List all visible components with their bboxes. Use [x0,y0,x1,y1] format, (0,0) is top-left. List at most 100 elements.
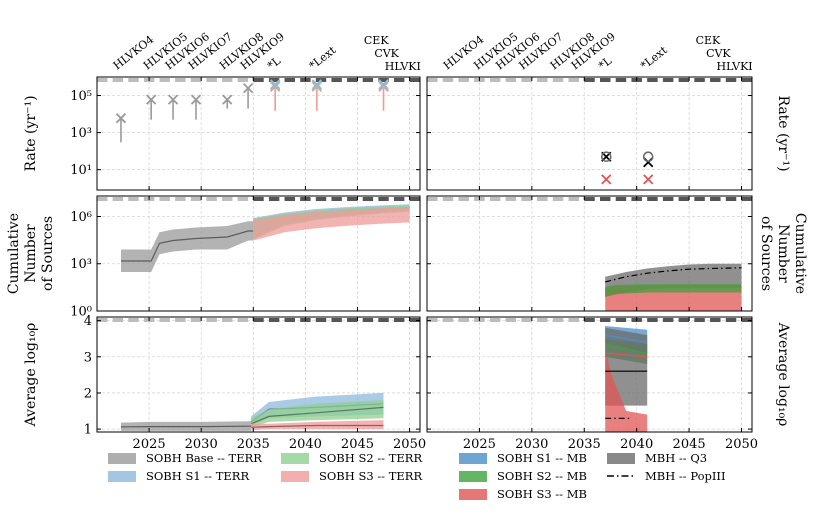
detector-strip-segment [568,197,580,201]
legend-item-s3_terr: SOBH S3 -- TERR [281,469,422,483]
y-axis-title-line: Number [23,224,39,283]
detector-strip-segment [409,318,420,322]
legend-item-base_terr: SOBH Base -- TERR [108,451,262,465]
detector-strip-segment [694,318,705,322]
detector-strip-segment [128,78,139,82]
detector-strip-segment [552,318,564,322]
panel-rate_left: 10¹ 10³ 10⁵ [70,76,421,191]
plot-area [115,79,389,143]
y-tick-label: 10⁰ [70,305,92,320]
y-tick-label: 3 [84,350,92,365]
y-axis-title-right: Average log₁₀ρ [775,322,791,427]
x-tick-label: 2045 [341,437,374,452]
axes-frame [96,316,421,433]
x-tick-label: 2030 [185,437,218,452]
detector-strip-segment [678,318,690,322]
legend-label: SOBH Base -- TERR [146,451,262,465]
detector-strip-segment [458,318,469,322]
marker-base_terr [115,113,127,124]
y-axis-title-line: of Sources [758,216,774,291]
detector-strip-segment [253,78,264,82]
band-mid-base_terr [121,230,254,262]
detector-strip-segment [678,197,690,201]
detector-strip-segment [206,318,217,322]
detector-strip-segment [678,78,690,82]
band-mid-base_terr [120,425,252,428]
marker-s3_mb [601,174,612,185]
detector-strip-segment [442,197,454,201]
detector-strip-segment [175,318,186,322]
detector-strip-segment [489,197,501,201]
detector-strip-segment [393,78,405,82]
detector-strip-segment [284,197,295,201]
y-tick-label: 10³ [70,257,92,272]
detector-strip-segment [647,78,658,82]
panel-rate_right [426,76,753,191]
detector-strip-segment [521,78,532,82]
marker-mbh_q3 [642,151,654,163]
x-tick-label: 2025 [133,437,166,452]
legend-item-s1_terr: SOBH S1 -- TERR [108,469,249,483]
detector-strip-segment [568,318,580,322]
legend-label: SOBH S1 -- TERR [146,469,249,483]
legend-item-s2_mb: SOBH S2 -- MB [459,469,587,483]
legend-item-s1_mb: SOBH S1 -- MB [459,451,587,465]
y-axis-title-left: Cumulative Number of Sources [6,213,56,294]
detector-strip-segment [190,318,202,322]
x-tick-label: 2045 [673,437,706,452]
y-axis-title-line: Average log₁₀ρ [23,323,39,428]
detector-strip-segment [97,78,108,82]
legend-swatch [607,453,635,464]
detector-strip-segment [615,197,627,201]
panel-snr_left: 1 2 3 4 2025 2030 2035 2040 2045 2050 [84,314,426,452]
detector-strip-segment [725,78,737,82]
legend-swatch [459,471,487,482]
detector-strip-segment [662,197,674,201]
band-s2_mb [605,284,742,297]
plot-area [121,204,410,272]
detector-strip-segment [378,318,389,322]
detector-strip-segment [222,318,233,322]
detector-strip-segment [237,197,249,201]
panel-snr_right: 2025 2030 2035 2040 2045 2050 [426,316,758,452]
detector-strip-segment [331,318,342,322]
legend-label: SOBH S3 -- TERR [319,469,422,483]
detector-strip-segment [442,318,454,322]
axes-frame [96,195,421,312]
legend-swatch [281,471,309,482]
y-tick-label: 1 [84,423,92,438]
y-tick-label: 4 [84,314,92,329]
detector-strip-segment [615,318,627,322]
line-mbh_popiii [605,267,742,283]
detector-label: *L [265,54,284,73]
detector-strip-segment [393,318,405,322]
legend-swatch [108,453,136,464]
detector-strip-segment [427,78,438,82]
detector-strip-segment [362,318,374,322]
legend-item-s2_terr: SOBH S2 -- TERR [281,451,422,465]
detector-strip [97,78,420,82]
detector-strip-segment [237,78,249,82]
detector-strip-segment [347,197,358,201]
detector-strip-segment [584,318,595,322]
legend-swatch [281,453,309,464]
legend-label: SOBH S2 -- MB [497,469,587,483]
detector-strip-segment [268,318,280,322]
plot-area [120,392,384,431]
legend-swatch [108,471,136,482]
detector-strip-segment [662,318,674,322]
detector-strip-segment [128,318,139,322]
detector-strip-segment [315,318,327,322]
detector-strip-segment [268,78,280,82]
y-axis-title-line: Number [775,224,791,283]
detector-strip-segment [599,78,611,82]
detector-strip-segment [552,197,564,201]
detector-strip-segment [741,318,752,322]
detector-strip-segment [458,197,469,201]
detector-strip-segment [568,78,580,82]
detector-strip-segment [222,78,233,82]
x-tick-label: 2050 [725,437,758,452]
detector-strip-segment [315,197,327,201]
detector-strip-segment [190,197,202,201]
